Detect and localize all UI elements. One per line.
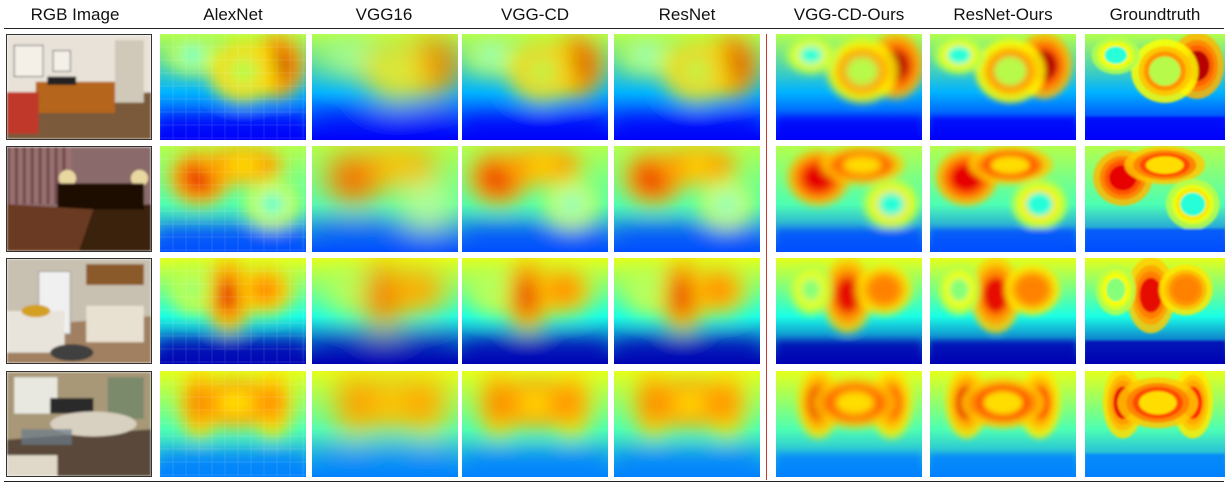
method-separator (766, 34, 767, 480)
resnet_ours-tile-row-3 (930, 258, 1076, 364)
column-header-vgg16: VGG16 (355, 5, 413, 24)
column-header-resnet-ours: ResNet-Ours (953, 5, 1053, 24)
column-header-vggcd: VGG-CD (501, 5, 569, 24)
depth-map-resnet_ours-row-1 (930, 34, 1076, 140)
vggcd-tile-row-3 (462, 258, 608, 364)
depth-map-vgg16-row-1 (312, 34, 458, 140)
bottom-rule (4, 481, 1224, 482)
gt-tile-row-4 (1085, 371, 1225, 477)
alexnet-tile-row-1 (160, 34, 306, 140)
depth-map-resnet_ours-row-4 (930, 371, 1076, 477)
depth-map-resnet-row-1 (614, 34, 760, 140)
depth-map-gt-row-1 (1085, 34, 1225, 140)
depth-map-alexnet-row-1 (160, 34, 306, 140)
rgb-image-row-1 (6, 34, 152, 140)
vgg16-tile-row-2 (312, 146, 458, 252)
gt-tile-row-3 (1085, 258, 1225, 364)
depth-map-vggcd-row-1 (462, 34, 608, 140)
rgb-photo-row-2 (7, 147, 151, 251)
depth-map-vgg16-row-2 (312, 146, 458, 252)
depth-map-resnet-row-2 (614, 146, 760, 252)
vggcd_ours-tile-row-2 (776, 146, 922, 252)
rgb-photo-row-1 (7, 35, 151, 139)
resnet_ours-tile-row-2 (930, 146, 1076, 252)
rgb-photo-row-3 (7, 259, 151, 363)
depth-map-alexnet-row-4 (160, 371, 306, 477)
column-header-groundtruth: Groundtruth (1109, 5, 1201, 24)
resnet_ours-tile-row-4 (930, 371, 1076, 477)
vggcd_ours-tile-row-3 (776, 258, 922, 364)
depth-map-vgg16-row-3 (312, 258, 458, 364)
rgb-image-row-2 (6, 146, 152, 252)
rgb-photo-row-4 (7, 372, 151, 476)
resnet-tile-row-2 (614, 146, 760, 252)
depth-map-vggcd_ours-row-1 (776, 34, 922, 140)
column-header-alexnet: AlexNet (203, 5, 263, 24)
alexnet-tile-row-4 (160, 371, 306, 477)
depth-map-vgg16-row-4 (312, 371, 458, 477)
vggcd-tile-row-2 (462, 146, 608, 252)
resnet-tile-row-1 (614, 34, 760, 140)
vgg16-tile-row-4 (312, 371, 458, 477)
depth-map-resnet_ours-row-2 (930, 146, 1076, 252)
top-rule (4, 28, 1224, 29)
depth-map-gt-row-3 (1085, 258, 1225, 364)
vggcd_ours-tile-row-1 (776, 34, 922, 140)
depth-map-vggcd-row-2 (462, 146, 608, 252)
column-header-vggcd-ours: VGG-CD-Ours (793, 5, 905, 24)
rgb-image-row-3 (6, 258, 152, 364)
depth-map-gt-row-4 (1085, 371, 1225, 477)
gt-tile-row-2 (1085, 146, 1225, 252)
depth-map-vggcd_ours-row-2 (776, 146, 922, 252)
depth-map-vggcd-row-3 (462, 258, 608, 364)
vgg16-tile-row-3 (312, 258, 458, 364)
depth-map-vggcd_ours-row-3 (776, 258, 922, 364)
vggcd-tile-row-1 (462, 34, 608, 140)
depth-map-resnet-row-4 (614, 371, 760, 477)
depth-map-resnet-row-3 (614, 258, 760, 364)
alexnet-tile-row-3 (160, 258, 306, 364)
column-header-rgb: RGB Image (30, 5, 120, 24)
vgg16-tile-row-1 (312, 34, 458, 140)
vggcd-tile-row-4 (462, 371, 608, 477)
gt-tile-row-1 (1085, 34, 1225, 140)
depth-map-resnet_ours-row-3 (930, 258, 1076, 364)
depth-map-alexnet-row-2 (160, 146, 306, 252)
column-header-resnet: ResNet (658, 5, 716, 24)
alexnet-tile-row-2 (160, 146, 306, 252)
resnet-tile-row-4 (614, 371, 760, 477)
depth-map-gt-row-2 (1085, 146, 1225, 252)
depth-map-alexnet-row-3 (160, 258, 306, 364)
resnet_ours-tile-row-1 (930, 34, 1076, 140)
depth-map-vggcd_ours-row-4 (776, 371, 922, 477)
resnet-tile-row-3 (614, 258, 760, 364)
depth-map-vggcd-row-4 (462, 371, 608, 477)
rgb-image-row-4 (6, 371, 152, 477)
vggcd_ours-tile-row-4 (776, 371, 922, 477)
